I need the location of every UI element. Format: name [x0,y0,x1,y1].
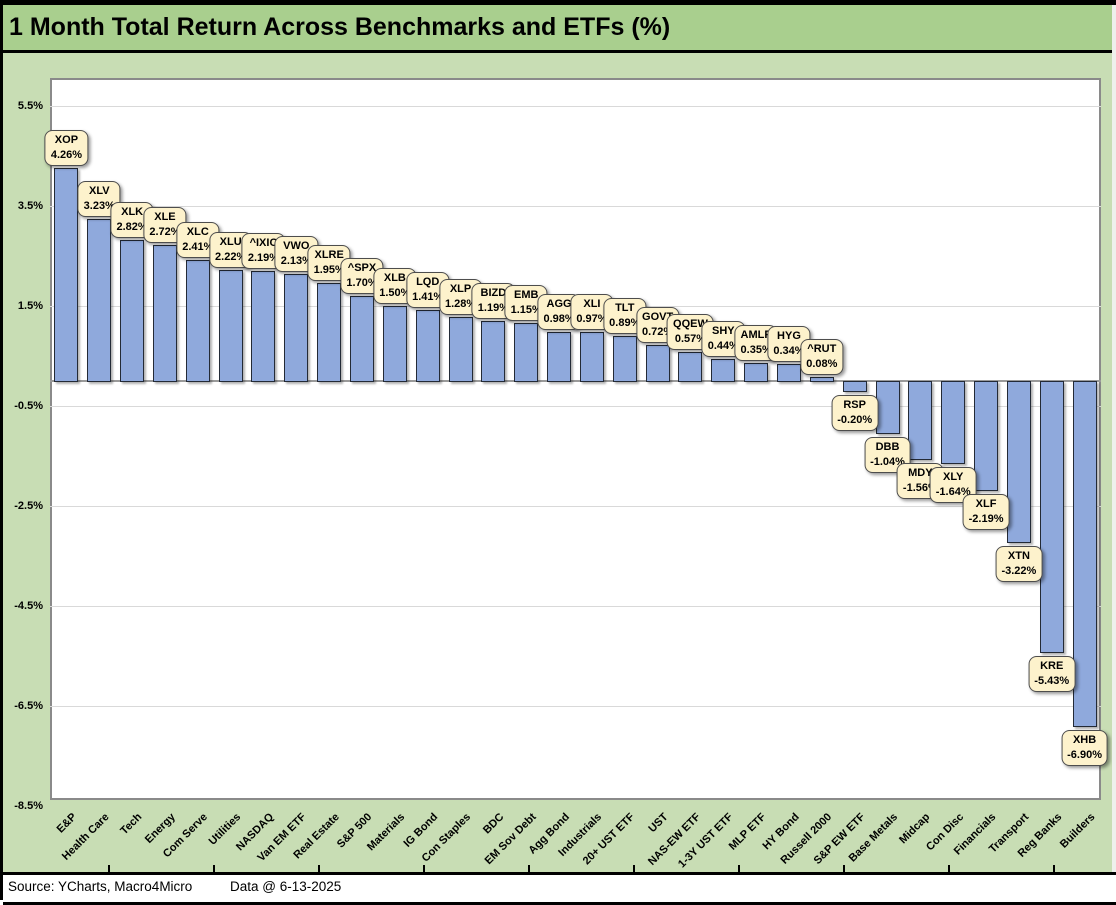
y-axis-tick-label: -2.5% [14,499,43,512]
y-axis-tick-label: 5.5% [17,99,43,112]
column-divider-tick [1053,865,1055,872]
column-divider-tick [528,865,530,872]
data-date-text: Data @ 6-13-2025 [230,879,342,894]
window-edge [1112,5,1116,872]
y-axis-tick-label: -4.5% [14,599,43,612]
y-axis-tick-label: 3.5% [17,199,43,212]
x-axis-label-text: BDC [480,811,506,837]
source-text: Source: YCharts, Macro4Micro [8,879,193,894]
page-title: 1 Month Total Return Across Benchmarks a… [9,13,671,41]
x-axis-label-text: Agg Bond [525,811,572,857]
x-axis-label-text: UST [646,811,671,836]
x-axis-label-text: NAS-EW ETF [646,811,703,868]
x-axis-label-text: Builders [1057,811,1098,851]
x-axis-label-text: IG Bond [401,811,441,850]
x-axis-label-text: Materials [365,811,408,854]
x-axis-label-text: S&P 500 [335,811,375,851]
x-axis-label-text: MLP ETF [727,811,769,853]
x-axis-label-text: Real Estate [291,811,342,862]
x-axis-label-text: Reg Banks [1015,811,1065,860]
x-axis-label-text: NASDAQ [233,811,276,854]
x-axis-label-text: Con Staples [419,811,474,865]
x-axis-label-text: E&P [54,811,79,836]
column-divider-tick [738,865,740,872]
x-axis-label-text: Con Disc [923,811,966,854]
column-divider-tick [948,865,950,872]
column-divider-tick [108,865,110,872]
y-axis-tick-label: -8.5% [14,799,43,812]
chart-title-bar: 1 Month Total Return Across Benchmarks a… [3,5,1112,53]
x-axis-label-text: 20+ UST ETF [581,811,638,868]
x-axis-label-text: S&P EW ETF [811,811,868,867]
plot-area [50,78,1101,800]
x-axis-label-text: Midcap [897,811,933,847]
x-axis-label-text: Utilities [206,811,244,848]
y-axis-tick-label: -6.5% [14,699,43,712]
x-axis-label-text: Health Care [60,811,112,863]
x-axis-label-text: Energy [142,811,178,846]
x-axis-label-text: Transport [987,811,1032,856]
column-divider-tick [633,865,635,872]
y-axis-tick-label: -0.5% [14,399,43,412]
y-axis-tick-label: 1.5% [17,299,43,312]
x-axis-label-text: Com Serve [161,811,211,861]
column-divider-tick [843,865,845,872]
x-axis-label-text: Van EM ETF [255,811,309,865]
footer-bar: Source: YCharts, Macro4Micro Data @ 6-13… [3,872,1116,905]
x-axis-label-text: Russell 2000 [778,811,835,867]
x-axis-label-text: HY Bond [760,811,802,853]
x-axis-label-text: Tech [118,811,145,838]
column-divider-tick [213,865,215,872]
column-divider-tick [318,865,320,872]
x-axis-label-text: 1-3Y UST ETF [676,811,736,871]
x-axis-label-text: Financials [952,811,999,858]
column-divider-tick [423,865,425,872]
x-axis-label-text: Base Metals [846,811,901,865]
x-axis-label-text: EM Sov Debt [482,811,539,868]
x-axis-label-text: Industrials [556,811,605,859]
